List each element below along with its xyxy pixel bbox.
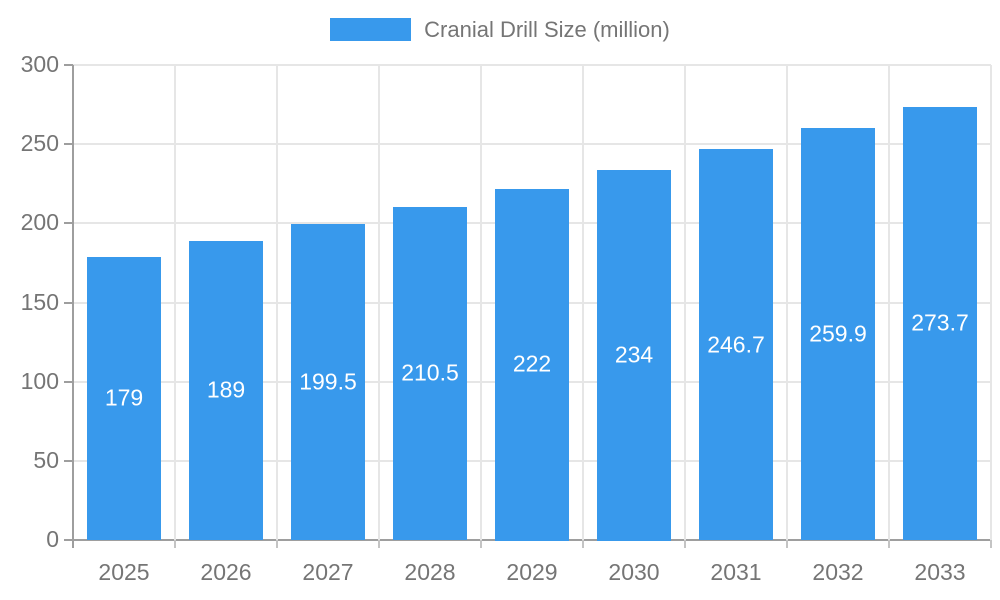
x-axis-tick-label: 2026 — [200, 559, 252, 585]
y-gridline — [73, 64, 991, 66]
y-axis-line — [72, 65, 74, 548]
x-axis-tick — [378, 540, 380, 548]
x-axis-tick-label: 2027 — [302, 559, 354, 585]
x-gridline — [378, 65, 380, 540]
y-gridline — [73, 143, 991, 145]
bar-2031[interactable] — [699, 149, 773, 540]
x-axis-tick-label: 2031 — [710, 559, 762, 585]
y-axis-tick-label: 50 — [33, 447, 59, 473]
x-axis-tick — [786, 540, 788, 548]
y-axis-tick — [64, 460, 73, 462]
y-axis-tick — [64, 302, 73, 304]
bar-value-label: 189 — [206, 376, 246, 403]
y-axis-tick — [64, 143, 73, 145]
bar-2027[interactable] — [291, 224, 365, 540]
x-axis-tick — [480, 540, 482, 548]
x-axis-tick-label: 2032 — [812, 559, 864, 585]
bar-value-label: 210.5 — [401, 359, 459, 386]
x-axis-tick-label: 2033 — [914, 559, 966, 585]
bar-2032[interactable] — [801, 128, 875, 540]
y-axis-tick-label: 300 — [20, 51, 59, 77]
legend: Cranial Drill Size (million) — [0, 18, 1000, 41]
y-axis-tick — [64, 64, 73, 66]
legend-swatch-icon — [330, 18, 412, 41]
x-gridline — [990, 65, 992, 540]
x-axis-tick — [684, 540, 686, 548]
x-axis-tick — [582, 540, 584, 548]
x-axis-tick — [276, 540, 278, 548]
y-axis-tick-label: 200 — [20, 209, 59, 235]
y-axis-tick — [64, 222, 73, 224]
x-axis-tick — [174, 540, 176, 548]
bar-value-label: 273.7 — [911, 309, 969, 336]
bar-2025[interactable] — [87, 257, 161, 540]
x-axis-tick-label: 2030 — [608, 559, 660, 585]
y-axis-tick-label: 150 — [20, 289, 59, 315]
x-axis-tick-label: 2029 — [506, 559, 558, 585]
x-gridline — [888, 65, 890, 540]
bar-2029[interactable] — [495, 189, 569, 541]
bar-2030[interactable] — [597, 170, 671, 541]
x-gridline — [582, 65, 584, 540]
bar-value-label: 259.9 — [809, 320, 867, 347]
legend-item[interactable]: Cranial Drill Size (million) — [330, 18, 670, 41]
x-axis-tick-label: 2025 — [98, 559, 150, 585]
bar-value-label: 199.5 — [299, 368, 357, 395]
y-axis-tick-label: 0 — [46, 526, 59, 552]
x-axis-tick — [990, 540, 992, 548]
bar-2028[interactable] — [393, 207, 467, 540]
y-axis-tick — [64, 381, 73, 383]
x-gridline — [684, 65, 686, 540]
x-gridline — [276, 65, 278, 540]
y-axis-tick-label: 100 — [20, 368, 59, 394]
bar-2033[interactable] — [903, 107, 977, 540]
bar-2026[interactable] — [189, 241, 263, 540]
legend-label: Cranial Drill Size (million) — [424, 17, 670, 42]
bar-value-label: 234 — [614, 341, 654, 368]
bar-value-label: 179 — [104, 384, 144, 411]
x-axis-tick-label: 2028 — [404, 559, 456, 585]
x-gridline — [786, 65, 788, 540]
bar-value-label: 222 — [512, 350, 552, 377]
y-axis-tick-label: 250 — [20, 130, 59, 156]
x-gridline — [174, 65, 176, 540]
bar-value-label: 246.7 — [707, 331, 765, 358]
x-gridline — [480, 65, 482, 540]
x-axis-tick — [888, 540, 890, 548]
